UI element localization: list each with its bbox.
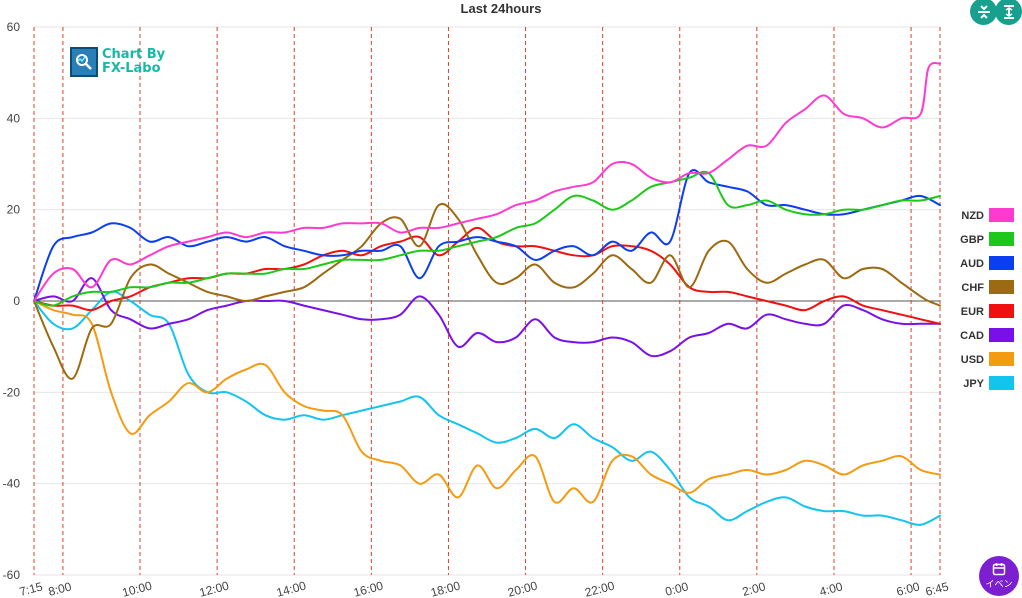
series-line-usd [33,300,941,504]
watermark-line2: FX-Labo [102,61,161,76]
x-tick-label: 7:15 [18,579,44,598]
event-button-label: イベン [985,580,1013,590]
legend-swatch-nzd[interactable] [989,208,1014,222]
event-button[interactable]: イベン [979,556,1019,596]
legend-label-eur: EUR [961,306,984,318]
y-tick-label: 60 [7,20,21,34]
series-line-aud [33,169,941,302]
watermark-line1: Chart By [102,47,166,62]
legend-label-jpy: JPY [963,378,984,390]
legend-label-chf: CHF [961,282,984,294]
series-line-cad [33,277,941,358]
y-axis: 60 40 20 0 -20 -40 -60 [3,20,21,582]
collapse-icon [977,4,990,19]
x-tick-label: 2:00 [741,579,767,598]
legend-swatch-cad[interactable] [989,328,1014,342]
chart-title: Last 24hours [461,1,542,16]
y-tick-label: 0 [13,294,20,308]
x-tick-label: 10:00 [121,578,154,598]
x-axis: 7:15 8:00 10:00 12:00 14:00 16:00 18:00 20:00 22… [18,578,950,598]
legend-label-nzd: NZD [961,210,984,222]
legend-swatch-chf[interactable] [989,280,1014,294]
x-tick-label: 16:00 [352,578,385,598]
series-lines [33,61,941,526]
x-tick-label: 6:45 [924,579,950,598]
time-markers [33,27,941,575]
legend-swatch-aud[interactable] [989,256,1014,270]
x-tick-label: 22:00 [583,578,616,598]
series-line-nzd [33,61,941,302]
series-line-chf [33,203,941,380]
collapse-button[interactable] [970,0,997,25]
y-tick-label: -60 [3,568,21,582]
y-tick-label: -40 [3,477,21,491]
legend-label-aud: AUD [960,258,984,270]
legend: NZD GBP AUD CHF EUR CAD USD JPY [960,208,1014,390]
watermark-text: Chart By FX-Labo [102,48,165,76]
expand-icon [1003,4,1014,19]
legend-label-cad: CAD [960,330,984,342]
x-tick-label: 8:00 [47,579,73,598]
series-line-gbp [33,170,941,307]
x-tick-label: 18:00 [429,578,462,598]
y-tick-label: -20 [3,385,21,399]
x-tick-label: 6:00 [895,579,921,598]
x-tick-label: 14:00 [275,578,308,598]
x-tick-label: 12:00 [198,578,231,598]
x-tick-label: 4:00 [818,579,844,598]
y-tick-label: 20 [7,203,21,217]
y-tick-label: 40 [7,111,21,125]
legend-swatch-gbp[interactable] [989,232,1014,246]
legend-swatch-usd[interactable] [989,352,1014,366]
series-line-eur [33,226,941,325]
expand-button[interactable] [995,0,1022,25]
legend-swatch-eur[interactable] [989,304,1014,318]
legend-swatch-jpy[interactable] [989,376,1014,390]
x-tick-label: 0:00 [664,579,690,598]
x-tick-label: 20:00 [506,578,539,598]
legend-label-usd: USD [961,354,984,366]
chart-logo-icon [70,47,98,77]
calendar-icon [992,563,1006,576]
grid [34,26,940,576]
series-line-jpy [33,290,941,526]
watermark-logo: Chart By FX-Labo [70,47,165,77]
legend-label-gbp: GBP [960,234,984,246]
